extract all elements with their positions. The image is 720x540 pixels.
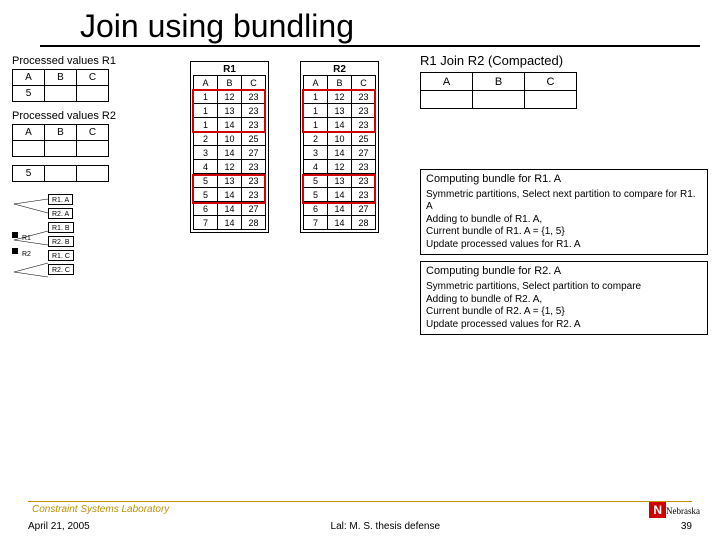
r2-table: ABC1122311323114232102531427412235132351… [303,75,376,230]
footer-mid: Lal: M. S. thesis defense [331,521,441,532]
processed-r2-table: A B C [12,124,109,157]
r1-title: R1 [193,64,266,75]
processed-r2-label: Processed values R2 [12,110,162,122]
th-c: C [77,70,109,86]
r1-table-wrap: R1 ABC1122311323114232102531427412235132… [190,61,269,233]
bundle-r1a: Computing bundle for R1. A Symmetric par… [420,169,708,255]
svg-text:R1: R1 [22,235,31,242]
bundle1-title: Computing bundle for R1. A [426,173,702,187]
bundle-r2a: Computing bundle for R2. A Symmetric par… [420,261,708,335]
footer: Constraint Systems Laboratory April 21, … [0,501,720,532]
svg-text:R2: R2 [22,251,31,258]
bundle2-title: Computing bundle for R2. A [426,265,702,279]
th-a: A [13,70,45,86]
processed-r1-table: A B C 5 [12,69,109,102]
footer-date: April 21, 2005 [28,521,90,532]
slide-title: Join using bundling [40,0,700,47]
r2-table-wrap: R2 ABC1122311323114232102531427412235132… [300,61,379,233]
footer-page: 39 [681,521,692,532]
processed-extra-table: 5 [12,165,109,182]
join-title: R1 Join R2 (Compacted) [420,53,708,68]
join-table: A B C [420,72,577,109]
processed-r1-label: Processed values R1 [12,55,162,67]
partition-tree: R1 R2 R1. A R2. A R1. B R2. B R1. C R2. … [12,192,162,287]
r1-table: ABC1122311323114232102531427412235132351… [193,75,266,230]
val-5: 5 [13,86,45,102]
footer-lab: Constraint Systems Laboratory [28,501,692,521]
th-b: B [45,70,77,86]
r2-title: R2 [303,64,376,75]
